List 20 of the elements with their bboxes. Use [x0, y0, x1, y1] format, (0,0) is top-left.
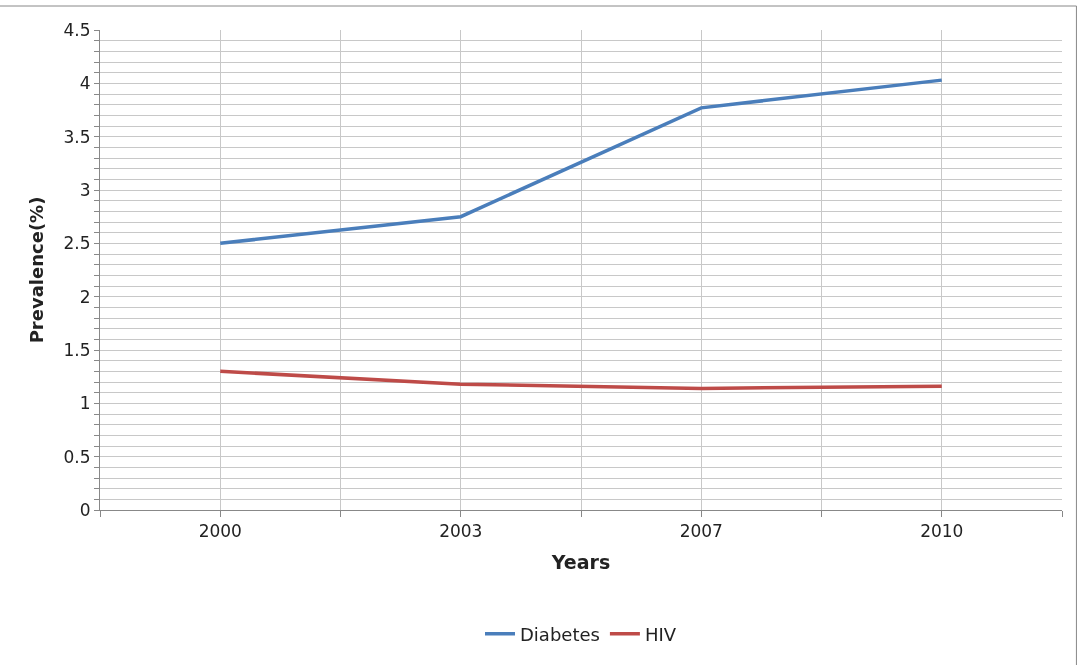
y-tick-label: 2.5: [63, 233, 91, 254]
y-tick-label: 0: [79, 499, 91, 520]
y-tick-label: 4.5: [63, 19, 91, 40]
x-tick-label: 2000: [198, 521, 242, 542]
y-tick-label: 0.5: [63, 446, 91, 467]
y-tick-label: 1: [79, 393, 91, 414]
x-tick-label: 2007: [679, 521, 723, 542]
y-tick-label: 3: [79, 179, 91, 200]
y-tick-label: 2: [79, 286, 91, 307]
y-tick-label: 3.5: [63, 126, 91, 147]
y-tick-label: 1.5: [63, 339, 91, 360]
x-tick-label: 2003: [439, 521, 483, 542]
legend-label: Diabetes: [520, 623, 600, 645]
y-tick-label: 4: [79, 73, 91, 94]
line-series: [218, 369, 944, 391]
y-axis-title: Prevalence(%): [25, 196, 47, 344]
legend-label: HIV: [644, 623, 677, 645]
line-series: [218, 78, 944, 246]
x-tick-label: 2010: [920, 521, 964, 542]
x-axis-title: Years: [550, 551, 611, 574]
